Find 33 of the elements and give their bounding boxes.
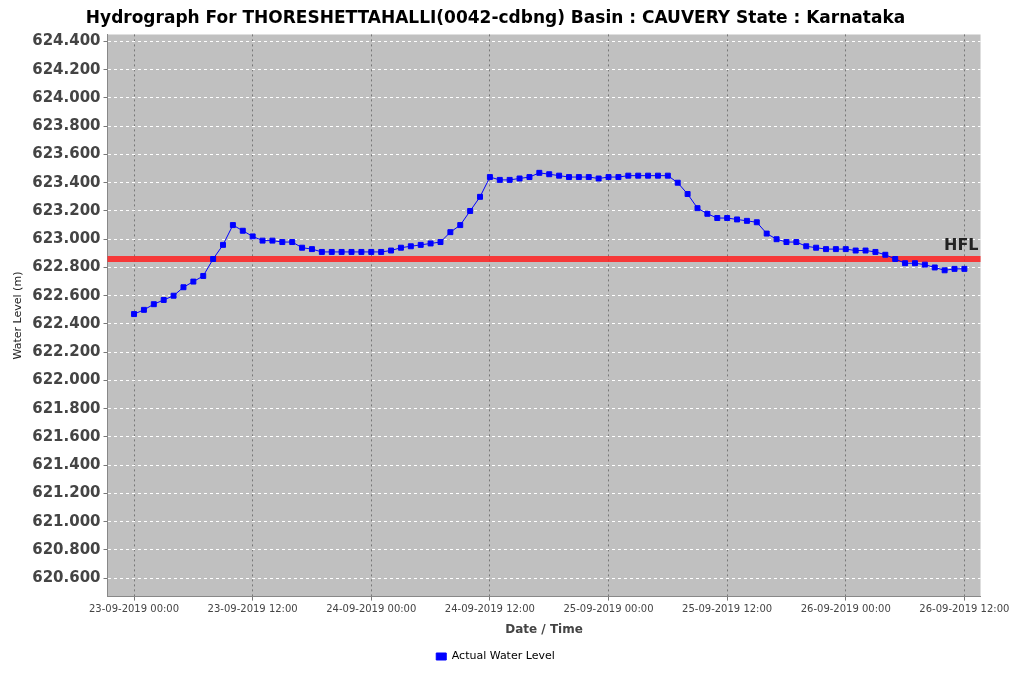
y-axis-title: Water Level (m) [11,271,25,360]
y-tick-label: 620.600 [32,568,101,587]
y-tick-label: 624.400 [32,31,101,50]
y-tick-label: 622.000 [32,370,101,389]
y-tick-label: 623.600 [32,144,101,163]
y-tick-label: 621.200 [32,483,101,502]
x-tick-label: 25-09-2019 12:00 [682,603,773,615]
y-tick-label: 623.800 [32,116,101,135]
x-tick-label: 23-09-2019 00:00 [88,603,180,615]
y-tick-label: 621.800 [32,398,101,417]
y-tick-label: 623.200 [32,200,101,219]
y-tick-label: 624.000 [32,87,101,106]
y-tick-label: 620.800 [32,539,101,558]
y-tick-label: 621.400 [32,455,101,474]
y-tick-label: 623.400 [32,172,101,191]
x-tick-label: 25-09-2019 00:00 [563,603,654,615]
y-tick-label: 622.400 [32,313,101,332]
x-tick-label: 26-09-2019 12:00 [919,603,1010,615]
x-tick-label: 26-09-2019 00:00 [800,603,891,615]
y-tick-label: 622.200 [32,342,101,361]
y-tick-label: 621.000 [32,511,101,530]
y-tick-label: 621.600 [32,426,101,445]
legend-label: Actual Water Level [451,649,555,663]
x-axis-title: Date / Time [505,621,583,636]
y-tick-label: 622.600 [32,285,101,304]
x-tick-label: 24-09-2019 00:00 [326,603,417,615]
y-tick-label: 624.200 [32,59,101,78]
ref-line-label: HFL [944,235,979,255]
x-tick-label: 24-09-2019 12:00 [444,603,535,615]
y-tick-label: 622.800 [32,257,101,276]
y-tick-label: 623.000 [32,229,101,248]
x-tick-label: 23-09-2019 12:00 [207,603,298,615]
chart-title: Hydrograph For THORESHETTAHALLI(0042-cdbng) Basin : CAUVERY State : Karnataka [85,6,906,27]
